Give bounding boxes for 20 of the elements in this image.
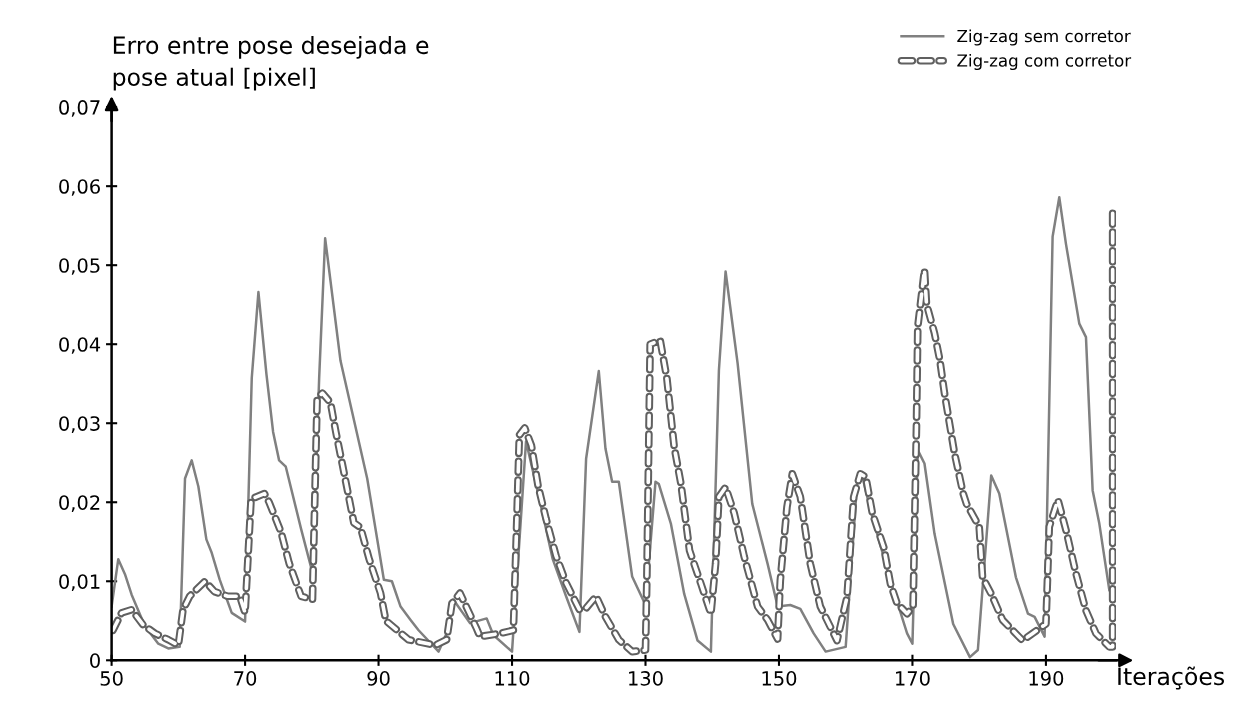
x-tick-label: 130 xyxy=(629,671,663,686)
y-tick-label: 0,06 xyxy=(59,179,100,196)
y-tick-label: 0,03 xyxy=(59,416,100,433)
y-tick-label: 0,04 xyxy=(59,337,101,354)
x-tick-label: 190 xyxy=(1029,671,1064,686)
x-tick-label: 170 xyxy=(896,671,930,686)
legend-label: Zig-zag sem corretor xyxy=(957,29,1131,46)
y-tick-label: 0,07 xyxy=(59,100,100,117)
y-axis-title: Erro entre pose desejada e pose atual [pixel] xyxy=(113,35,429,91)
y-tick-label: 0,02 xyxy=(59,495,100,512)
y-tick-label: 0,05 xyxy=(59,258,100,275)
x-tick-label: 150 xyxy=(762,671,797,686)
x-tick-label: 110 xyxy=(495,671,530,686)
x-tick-label: 50 xyxy=(100,671,123,686)
x-tick-label: 70 xyxy=(234,671,257,686)
legend-label: Zig-zag com corretor xyxy=(957,53,1132,71)
y-tick-label: 0,01 xyxy=(59,574,100,591)
x-axis-title: Iterações xyxy=(1118,666,1225,690)
x-tick-label: 90 xyxy=(367,671,390,686)
y-tick-label: 0 xyxy=(90,653,100,668)
